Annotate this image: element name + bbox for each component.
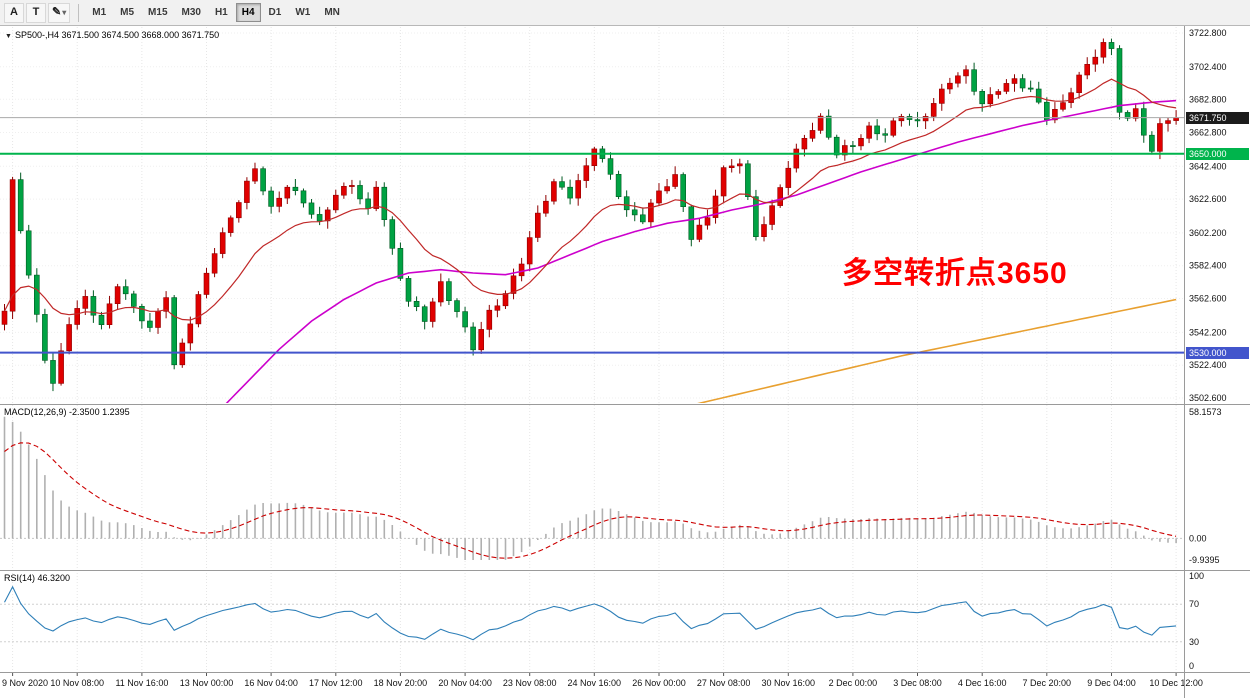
price-axis-labels: 3722.800 3702.400 3682.800 3662.800 3642.400… (1189, 28, 1227, 671)
svg-text:10 Dec 12:00[interactable]: 10 Dec 12:00 (1149, 678, 1203, 688)
svg-text:27 Nov 08:00[interactable]: 27 Nov 08:00 (697, 678, 751, 688)
svg-text:3642.400: 3642.400 (1189, 161, 1227, 171)
svg-text:18 Nov 20:00[interactable]: 18 Nov 20:00 (374, 678, 428, 688)
timeframe-h1-button[interactable]: H1 (209, 3, 234, 22)
svg-text:0.00: 0.00 (1189, 533, 1207, 543)
symbol-ohlc-text: SP500-,H4 3671.500 3674.500 3668.000 367… (14, 30, 220, 40)
support-level-badge: 3530.000 (1186, 347, 1249, 359)
draw-tool-button[interactable]: ✎ ▾ (48, 2, 71, 23)
svg-text:24 Nov 16:00[interactable]: 24 Nov 16:00 (568, 678, 622, 688)
rsi-panel (0, 585, 1184, 643)
svg-text:0: 0 (1189, 661, 1194, 671)
svg-text:26 Nov 00:00[interactable]: 26 Nov 00:00 (632, 678, 686, 688)
chevron-down-icon: ▾ (62, 7, 67, 17)
rsi-name: RSI(14) (4, 573, 36, 583)
svg-text:4 Dec 16:00[interactable]: 4 Dec 16:00 (958, 678, 1007, 688)
level-lines (0, 117, 1184, 354)
svg-text:9 Nov 2020[interactable]: 9 Nov 2020 (2, 678, 48, 688)
toolbar-separator (78, 3, 80, 22)
macd-value-main: -2.3500 (69, 407, 100, 417)
svg-text:3722.800: 3722.800 (1189, 28, 1227, 38)
ma-slow-line (697, 298, 1177, 403)
macd-panel (0, 416, 1184, 560)
macd-value-signal: 1.2395 (102, 407, 130, 417)
svg-text:30: 30 (1189, 637, 1199, 647)
svg-text:3562.600: 3562.600 (1189, 294, 1227, 304)
ma-fast-line (3, 78, 1177, 321)
svg-text:23 Nov 08:00[interactable]: 23 Nov 08:00 (503, 678, 557, 688)
annotation-text: 多空转折点3650 (842, 257, 1068, 290)
svg-text:70: 70 (1189, 599, 1199, 609)
grid-lines (0, 27, 1184, 672)
macd-histogram (3, 416, 1177, 560)
svg-text:3682.800: 3682.800 (1189, 94, 1227, 104)
timeframe-mn-button[interactable]: MN (318, 3, 346, 22)
svg-text:13 Nov 00:00[interactable]: 13 Nov 00:00 (180, 678, 234, 688)
svg-text:3622.600: 3622.600 (1189, 194, 1227, 204)
timeframe-m30-button[interactable]: M30 (176, 3, 207, 22)
moving-averages (3, 78, 1177, 403)
svg-text:2 Dec 00:00[interactable]: 2 Dec 00:00 (829, 678, 878, 688)
svg-text:10 Nov 08:00[interactable]: 10 Nov 08:00 (50, 678, 104, 688)
toolbar: A T ✎ ▾ M1 M5 M15 M30 H1 H4 D1 W1 MN (0, 0, 1250, 26)
timeframe-m15-button[interactable]: M15 (142, 3, 173, 22)
svg-text:20 Nov 04:00[interactable]: 20 Nov 04:00 (438, 678, 492, 688)
candlestick-series (1, 38, 1179, 392)
svg-text:3602.200: 3602.200 (1189, 228, 1227, 238)
ma-mid-line (225, 99, 1177, 403)
svg-text:7 Dec 20:00[interactable]: 7 Dec 20:00 (1023, 678, 1072, 688)
svg-text:17 Nov 12:00[interactable]: 17 Nov 12:00 (309, 678, 363, 688)
text-tool-button[interactable]: T (26, 2, 46, 23)
resistance-level-badge: 3650.000 (1186, 148, 1249, 160)
svg-text:3582.400: 3582.400 (1189, 261, 1227, 271)
macd-name: MACD(12,26,9) (4, 407, 67, 417)
symbol-ohlc-label: ▼ SP500-,H4 3671.500 3674.500 3668.000 36… (5, 30, 219, 40)
timeframe-d1-button[interactable]: D1 (263, 3, 288, 22)
svg-text:3522.400: 3522.400 (1189, 360, 1227, 370)
svg-text:3502.600: 3502.600 (1189, 393, 1227, 403)
collapse-triangle-icon[interactable]: ▼ (5, 33, 12, 40)
rsi-line (4, 585, 1177, 641)
current-price-badge: 3671.750 (1186, 112, 1249, 124)
timeframe-h4-button[interactable]: H4 (235, 3, 261, 22)
svg-text:-9.9395: -9.9395 (1189, 555, 1220, 565)
panel-frames (0, 26, 1250, 698)
time-axis-labels: 9 Nov 2020 10 Nov 08:00 11 Nov 16:00 13 Nov… (2, 672, 1203, 688)
pencil-icon: ✎ (52, 6, 62, 18)
svg-text:3662.800: 3662.800 (1189, 128, 1227, 138)
arrow-tool-button[interactable]: A (4, 2, 24, 23)
svg-text:100: 100 (1189, 571, 1204, 581)
svg-text:11 Nov 16:00[interactable]: 11 Nov 16:00 (115, 678, 168, 688)
svg-text:3542.200: 3542.200 (1189, 327, 1227, 337)
timeframe-m5-button[interactable]: M5 (114, 3, 140, 22)
svg-text:3 Dec 08:00[interactable]: 3 Dec 08:00 (893, 678, 942, 688)
rsi-value: 46.3200 (37, 573, 71, 583)
macd-label: MACD(12,26,9) -2.3500 1.2395 (4, 407, 130, 417)
timeframe-w1-button[interactable]: W1 (289, 3, 316, 22)
svg-text:9 Dec 04:00[interactable]: 9 Dec 04:00 (1087, 678, 1136, 688)
timeframe-m1-button[interactable]: M1 (86, 3, 112, 22)
svg-text:3702.400: 3702.400 (1189, 62, 1227, 72)
rsi-label: RSI(14) 46.3200 (4, 573, 70, 583)
svg-text:58.1573: 58.1573 (1189, 407, 1222, 417)
svg-text:16 Nov 04:00[interactable]: 16 Nov 04:00 (244, 678, 298, 688)
svg-text:30 Nov 16:00[interactable]: 30 Nov 16:00 (762, 678, 816, 688)
macd-signal-line (4, 442, 1177, 559)
